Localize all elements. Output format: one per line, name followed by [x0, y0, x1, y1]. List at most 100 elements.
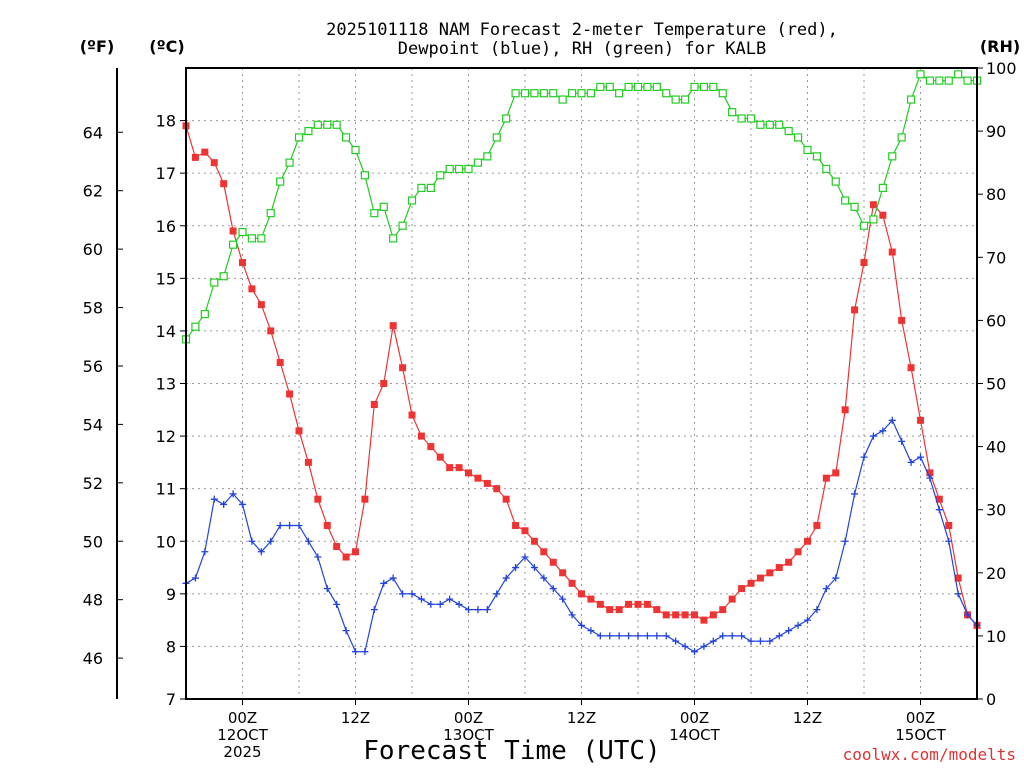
dewpoint-point	[879, 427, 887, 435]
temperature-point	[521, 527, 529, 535]
temperature-point	[455, 464, 463, 472]
temperature-point	[370, 401, 378, 409]
rh-point	[869, 215, 878, 224]
rh-point	[266, 209, 275, 218]
x-tick-label: 12OCT	[217, 726, 268, 744]
temperature-point	[634, 600, 642, 608]
dewpoint-point	[587, 627, 595, 635]
rh-point	[615, 89, 624, 98]
fahrenheit-tick-label: 62	[83, 182, 103, 201]
dewpoint-point	[917, 453, 924, 461]
rh-point	[360, 171, 370, 180]
rh-point	[586, 89, 596, 98]
rh-point	[690, 82, 699, 92]
rh-point	[210, 278, 219, 287]
dewpoint-point	[408, 590, 416, 598]
dewpoint-point	[709, 637, 717, 645]
temperature-point	[926, 469, 934, 477]
rh-point	[436, 171, 445, 180]
rh-tick-label: 60	[986, 311, 1006, 330]
temperature-point	[493, 485, 501, 493]
dewpoint-point	[295, 521, 303, 529]
dewpoint-point	[964, 611, 972, 619]
rh-point	[294, 133, 304, 142]
rh-point	[944, 76, 953, 85]
x-tick-label: 13OCT	[443, 726, 494, 744]
rh-tick-label: 100	[986, 59, 1017, 78]
dewpoint-point	[201, 548, 209, 556]
rh-point	[737, 114, 746, 123]
temperature-point	[502, 495, 510, 503]
temperature-point	[822, 474, 830, 482]
rh-point	[567, 89, 577, 98]
dewpoint-point	[540, 574, 548, 582]
rh-point	[822, 164, 831, 174]
temperature-point	[794, 548, 802, 556]
dewpoint-point	[662, 632, 670, 640]
rh-point	[793, 133, 803, 142]
axes	[116, 67, 983, 705]
dewpoint-point	[785, 627, 793, 635]
rh-point	[549, 89, 558, 98]
fahrenheit-tick-label: 52	[83, 474, 103, 493]
rh-point	[916, 70, 925, 79]
rh-point	[878, 183, 887, 192]
temperature-point	[804, 537, 811, 545]
celsius-tick-label: 16	[156, 217, 176, 236]
temperature-point	[738, 585, 746, 593]
temperature-point	[239, 259, 246, 267]
temperature-point	[352, 548, 359, 556]
dewpoint-point	[672, 637, 680, 645]
rh-point	[605, 82, 614, 92]
rh-point	[285, 158, 294, 167]
dewpoint-point	[841, 537, 849, 545]
temperature-point	[220, 180, 228, 188]
fahrenheit-tick-label: 46	[83, 649, 103, 668]
rh-axis-label: (RH)	[980, 37, 1020, 56]
temperature-point	[446, 464, 454, 472]
dewpoint-point	[512, 564, 520, 572]
dewpoint-point	[860, 453, 868, 461]
rh-point	[228, 240, 238, 249]
celsius-tick-label: 15	[156, 269, 176, 288]
temperature-point	[559, 569, 567, 577]
temperature-point	[860, 259, 868, 267]
dewpoint-point	[625, 632, 633, 640]
fahrenheit-axis-label: (ºF)	[80, 37, 115, 56]
dewpoint-point	[286, 521, 294, 529]
rh-point	[323, 120, 332, 129]
temperature-point	[709, 611, 717, 619]
dewpoint-point	[474, 606, 482, 614]
credit-text: coolwx.com/modelts	[843, 745, 1016, 764]
dewpoint-point	[766, 637, 774, 645]
rh-point	[718, 89, 727, 98]
dewpoint-point	[954, 590, 962, 598]
temperature-point	[907, 364, 915, 372]
rh-point	[803, 145, 812, 155]
rh-tick-label: 0	[986, 690, 996, 709]
dewpoint-point	[653, 632, 661, 640]
temperature-point	[229, 227, 237, 235]
dewpoint-point	[813, 606, 821, 614]
temperature-point	[578, 590, 585, 598]
rh-tick-label: 70	[986, 248, 1006, 267]
rh-point	[219, 272, 228, 281]
rh-point	[841, 196, 850, 205]
rh-point	[483, 152, 492, 161]
rh-point	[341, 133, 351, 142]
rh-point	[812, 152, 822, 161]
dewpoint-point	[559, 595, 567, 603]
rh-point	[577, 89, 586, 98]
rh-point	[454, 164, 464, 174]
rh-point	[464, 164, 473, 174]
rh-point	[888, 152, 897, 161]
dewpoint-point	[578, 621, 585, 629]
x-tick-label: 12Z	[793, 709, 822, 727]
rh-point	[671, 95, 680, 104]
temperature-point	[267, 327, 275, 335]
celsius-tick-label: 12	[156, 427, 176, 446]
rh-point	[238, 227, 247, 237]
rh-point	[417, 183, 426, 192]
rh-point	[746, 114, 756, 123]
dewpoint-point	[822, 585, 830, 593]
